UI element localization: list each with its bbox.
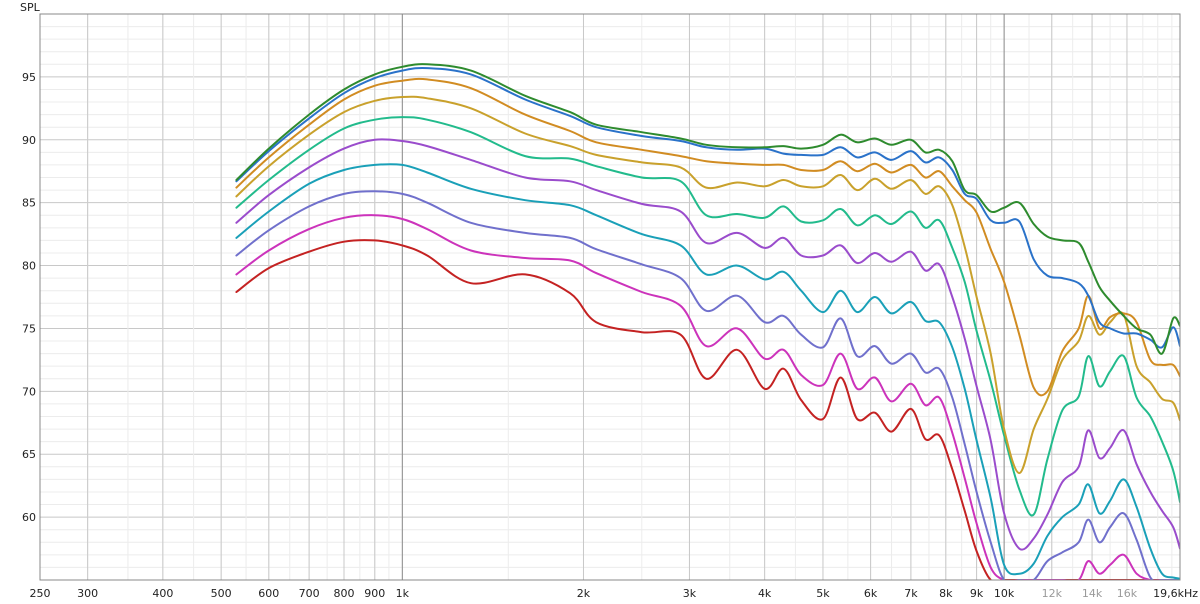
response-curve-5 bbox=[235, 116, 1180, 517]
y-axis-title: SPL bbox=[20, 1, 41, 14]
y-tick-label: 75 bbox=[22, 322, 36, 335]
x-tick-label: 12k bbox=[1042, 587, 1063, 600]
grid bbox=[39, 13, 1181, 581]
x-tick-label: 2k bbox=[577, 587, 591, 600]
x-tick-label: 9k bbox=[970, 587, 984, 600]
y-axis-ticks: 95 90 85 80 75 70 65 60 bbox=[22, 71, 36, 524]
x-tick-label: 500 bbox=[211, 587, 232, 600]
x-tick-label: 800 bbox=[333, 587, 354, 600]
response-curve-7 bbox=[235, 163, 1180, 580]
response-curve-6 bbox=[235, 138, 1180, 551]
x-tick-label: 16k bbox=[1117, 587, 1138, 600]
response-curve-4 bbox=[235, 95, 1180, 475]
response-curve-10 bbox=[235, 239, 1180, 580]
y-tick-label: 95 bbox=[22, 71, 36, 84]
x-tick-label: 5k bbox=[816, 587, 830, 600]
response-curve-3 bbox=[235, 77, 1180, 397]
x-tick-label: 19,6kHz bbox=[1153, 587, 1198, 600]
response-curve-1 bbox=[235, 63, 1180, 355]
y-tick-label: 90 bbox=[22, 134, 36, 147]
x-tick-label: 250 bbox=[30, 587, 51, 600]
y-tick-label: 70 bbox=[22, 385, 36, 398]
x-tick-label: 900 bbox=[364, 587, 385, 600]
response-curve-9 bbox=[235, 214, 1180, 580]
plot-frame bbox=[39, 13, 1181, 581]
x-tick-label: 400 bbox=[152, 587, 173, 600]
x-tick-label: 7k bbox=[904, 587, 918, 600]
x-tick-label: 10k bbox=[994, 587, 1015, 600]
x-tick-label: 14k bbox=[1082, 587, 1103, 600]
x-tick-label: 4k bbox=[758, 587, 772, 600]
x-tick-label: 3k bbox=[683, 587, 697, 600]
plot-area bbox=[40, 14, 1180, 580]
y-tick-label: 85 bbox=[22, 197, 36, 210]
x-tick-label: 6k bbox=[864, 587, 878, 600]
response-curve-2 bbox=[235, 66, 1180, 349]
response-curve-8 bbox=[235, 190, 1180, 580]
x-tick-label: 300 bbox=[77, 587, 98, 600]
y-tick-label: 60 bbox=[22, 511, 36, 524]
x-axis-ticks: 250 300 400 500 600 700 800 900 1k 2k 3k 4k 5k 6k 7k 8k… bbox=[30, 587, 1199, 600]
y-tick-label: 80 bbox=[22, 260, 36, 273]
y-tick-label: 65 bbox=[22, 448, 36, 461]
x-tick-label: 8k bbox=[939, 587, 953, 600]
response-curves bbox=[235, 63, 1180, 580]
x-tick-label: 700 bbox=[299, 587, 320, 600]
x-tick-label: 1k bbox=[396, 587, 410, 600]
x-tick-label: 600 bbox=[258, 587, 279, 600]
